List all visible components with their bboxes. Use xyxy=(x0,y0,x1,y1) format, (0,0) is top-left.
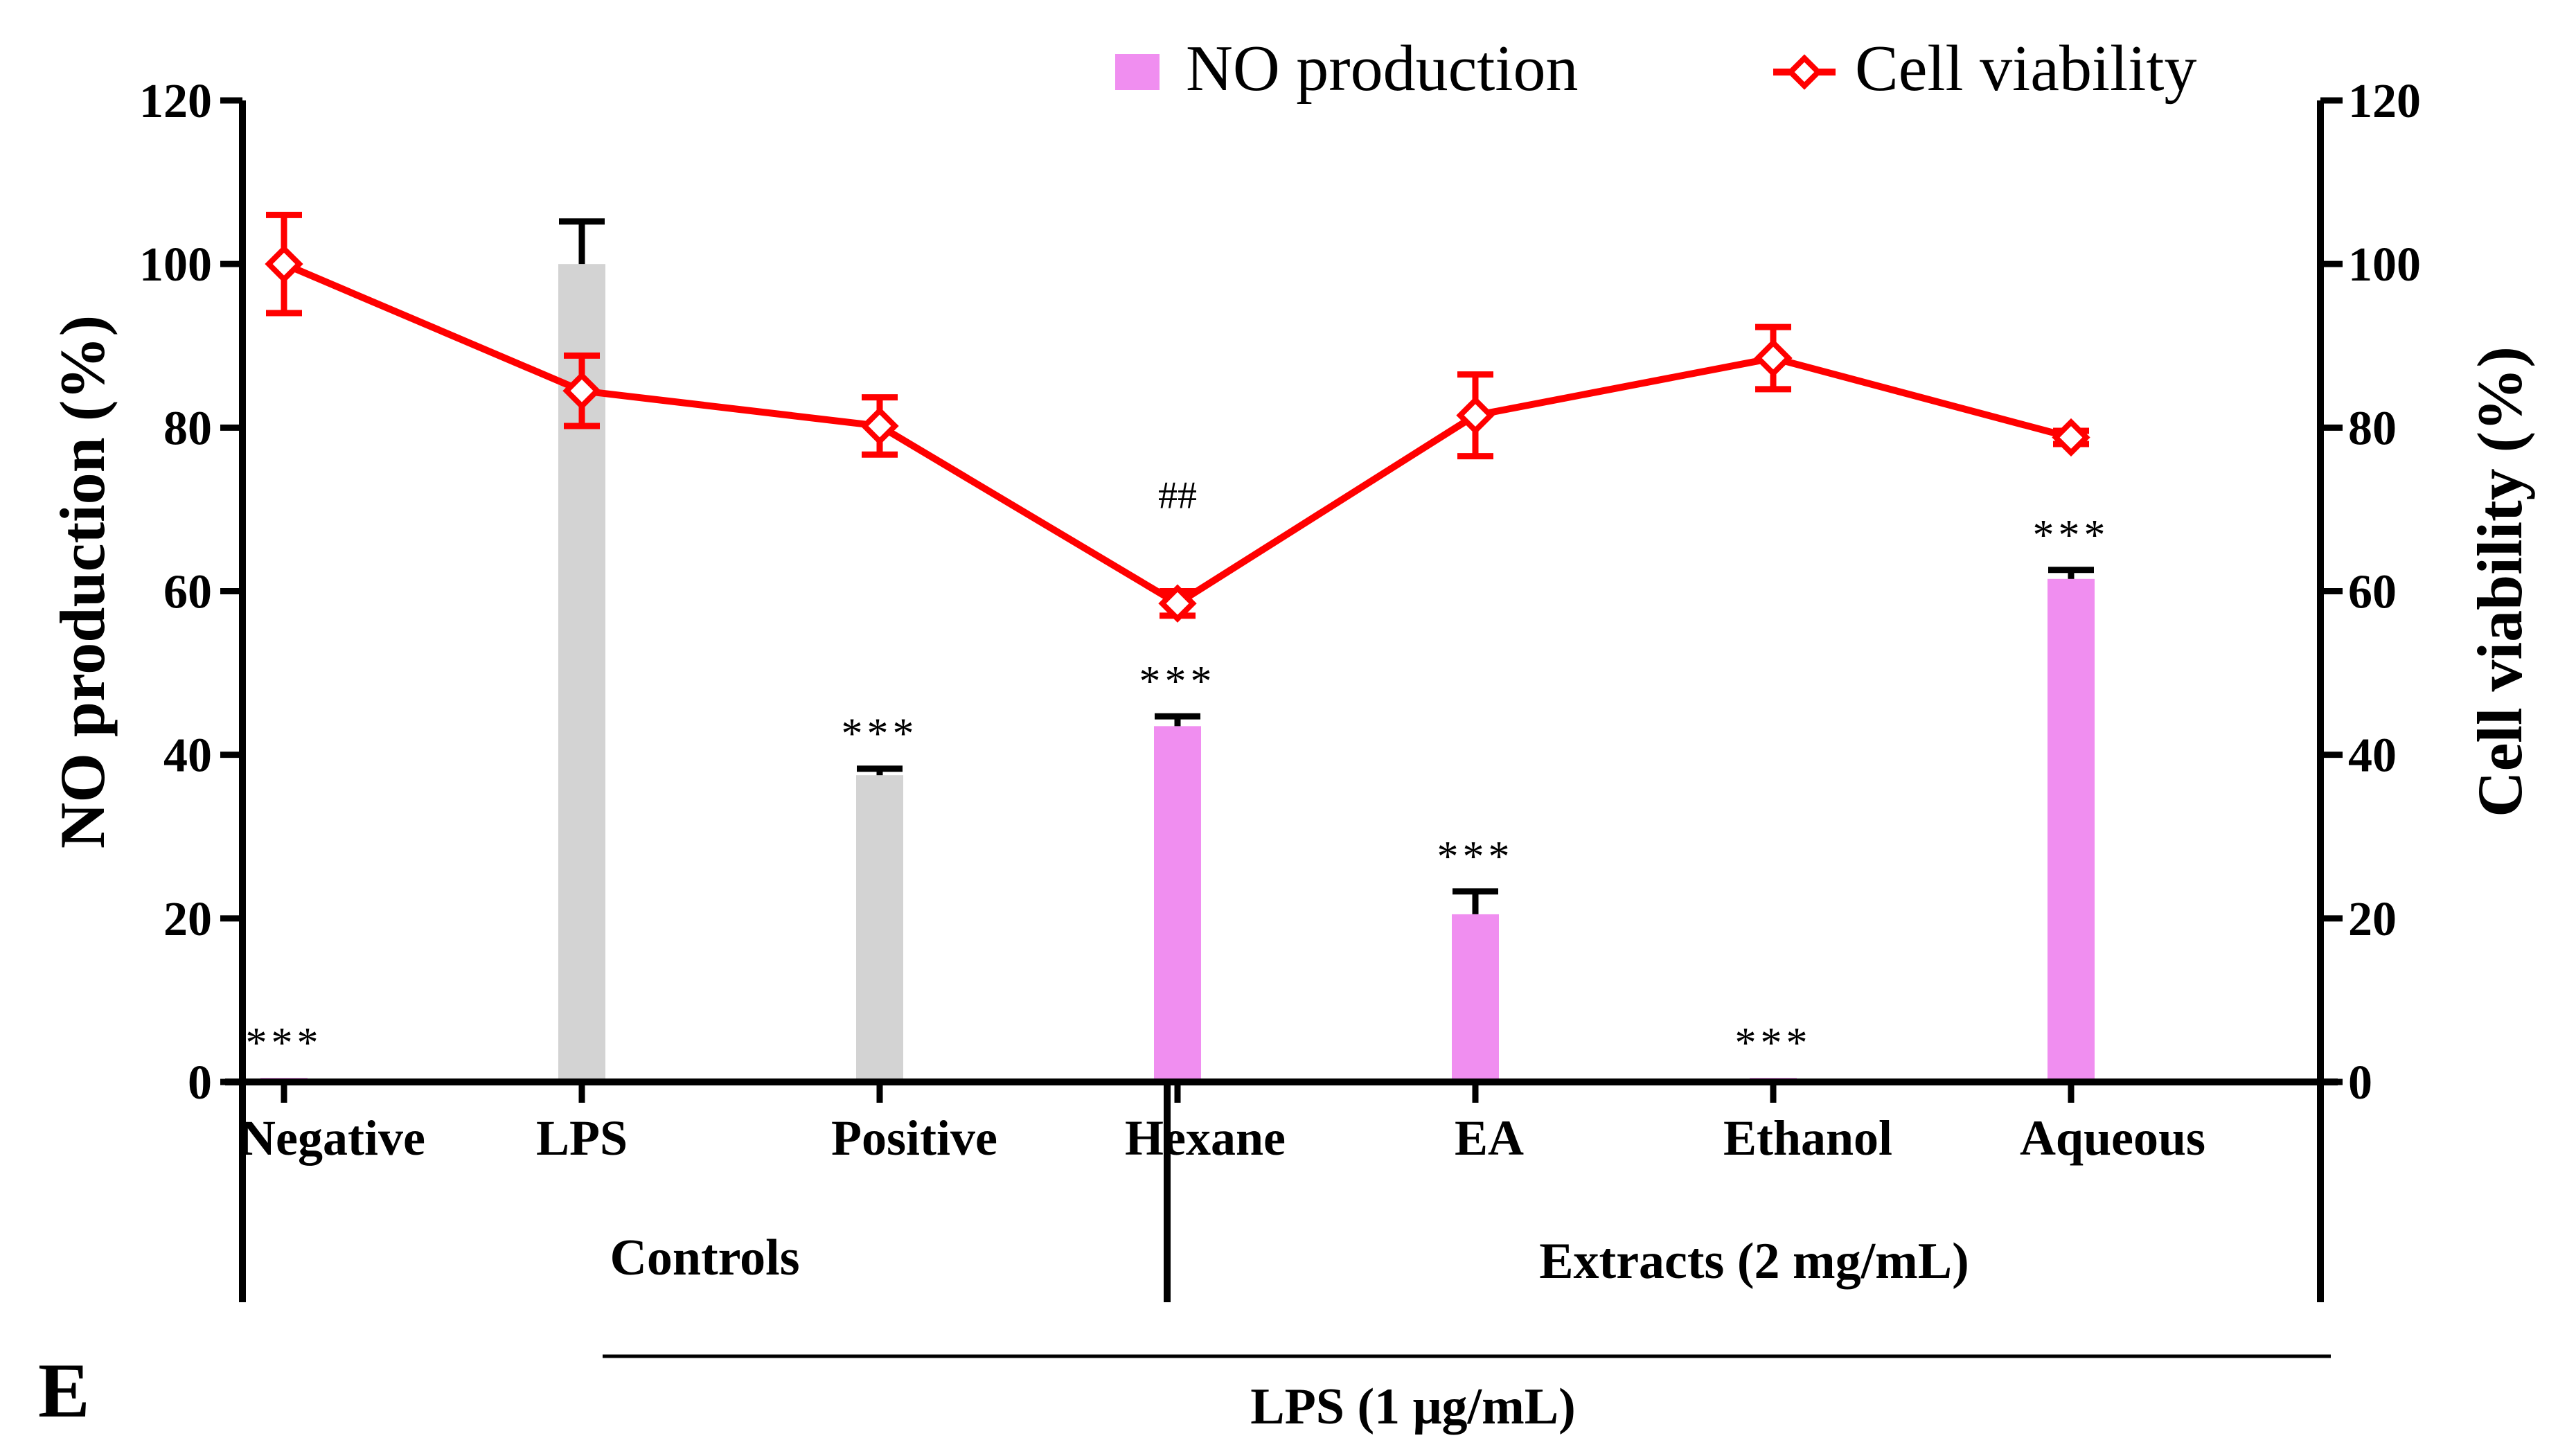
y-tick-label-40: 40 xyxy=(163,729,212,783)
text-layer: *** *** *** *** *** *** ## 0 20 40 60 80 100 120 0 20 40… xyxy=(38,33,2535,1435)
significance-positive: *** xyxy=(842,711,918,758)
x-tick-label-lps: LPS xyxy=(536,1110,628,1166)
x-tick-label-negative: Negative xyxy=(240,1110,425,1166)
group-label-extracts: Extracts (2 mg/mL) xyxy=(1539,1233,1969,1290)
legend-label-cell-viability: Cell viability xyxy=(1855,33,2196,105)
y2-tick-label-0: 0 xyxy=(2348,1056,2372,1110)
viability-point-positive xyxy=(860,407,899,445)
x-tick-label-ethanol: Ethanol xyxy=(1723,1110,1892,1166)
y-tick-label-0: 0 xyxy=(188,1056,212,1110)
significance-aqueous: *** xyxy=(2033,512,2110,559)
viability-line-layer xyxy=(265,211,2090,623)
significance-negative: *** xyxy=(246,1020,323,1067)
x-tick-label-aqueous: Aqueous xyxy=(2020,1110,2205,1166)
bar-positive xyxy=(856,775,903,1082)
y-tick-label-60: 60 xyxy=(163,566,212,619)
y2-tick-label-20: 20 xyxy=(2348,893,2397,946)
y2-tick-label-120: 120 xyxy=(2348,75,2421,128)
significance-ea: *** xyxy=(1437,833,1514,880)
legend-label-no-production: NO production xyxy=(1186,33,1579,105)
y2-tick-label-100: 100 xyxy=(2348,238,2421,292)
bar-ea xyxy=(1452,914,1499,1082)
y2-axis-title: Cell viability (%) xyxy=(2464,346,2535,817)
viability-point-ethanol xyxy=(1754,339,1793,378)
panel-label: E xyxy=(38,1348,90,1434)
y-tick-label-100: 100 xyxy=(139,238,212,292)
viability-point-negative xyxy=(265,245,303,283)
viability-point-hexane xyxy=(1158,584,1197,623)
y2-tick-label-40: 40 xyxy=(2348,729,2397,783)
y-tick-label-80: 80 xyxy=(163,402,212,455)
viability-significance-hexane: ## xyxy=(1158,474,1197,517)
viability-line xyxy=(283,260,2072,607)
x-tick-label-hexane: Hexane xyxy=(1125,1110,1286,1166)
viability-point-ea xyxy=(1456,396,1495,435)
x-tick-label-positive: Positive xyxy=(831,1110,997,1166)
bar-error-bars-layer xyxy=(559,218,2094,914)
bar-hexane xyxy=(1154,726,1201,1082)
y-tick-label-20: 20 xyxy=(163,893,212,946)
y-tick-label-120: 120 xyxy=(139,75,212,128)
y2-tick-label-60: 60 xyxy=(2348,566,2397,619)
viability-point-lps xyxy=(562,371,601,410)
y-axis-title: NO production (%) xyxy=(47,315,118,849)
significance-ethanol: *** xyxy=(1735,1020,1812,1067)
x-tick-label-ea: EA xyxy=(1455,1110,1524,1166)
bar-aqueous xyxy=(2048,578,2095,1082)
significance-hexane: *** xyxy=(1139,658,1216,705)
y2-tick-label-80: 80 xyxy=(2348,402,2397,455)
group-label-controls: Controls xyxy=(610,1229,799,1286)
legend-marker-cell-viability xyxy=(1786,54,1822,90)
treatment-bar-label: LPS (1 μg/mL) xyxy=(1250,1378,1576,1435)
viability-point-aqueous xyxy=(2052,418,2090,457)
axes-layer xyxy=(220,97,2343,1358)
legend-swatch-no-production xyxy=(1115,54,1160,90)
